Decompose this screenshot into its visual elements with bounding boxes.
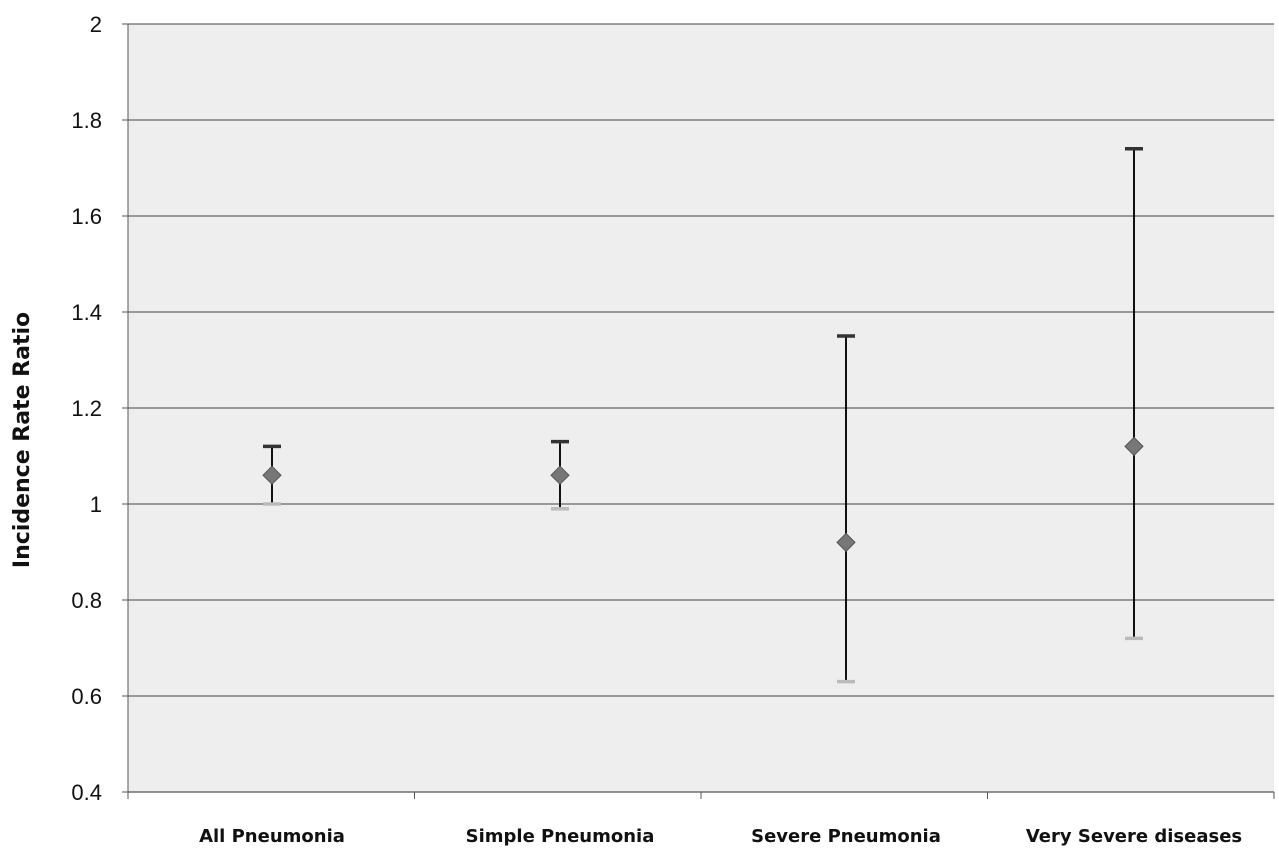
data-point xyxy=(550,465,570,485)
gridlines xyxy=(128,23,1274,697)
x-tick-label: Very Severe diseases xyxy=(1026,826,1242,847)
y-tick-label: 1.6 xyxy=(71,204,102,229)
data-point xyxy=(836,532,856,553)
x-tick-label: Severe Pneumonia xyxy=(751,826,941,847)
data-point xyxy=(262,465,282,485)
y-tick-labels: 2 1.8 1.6 1.4 1.2 1 0.8 0.6 0.4 xyxy=(71,12,102,805)
y-tick-label: 0.8 xyxy=(71,588,102,613)
y-tick-label: 0.6 xyxy=(71,684,102,709)
y-tick-label: 1.8 xyxy=(71,108,102,133)
y-tick-label: 0.4 xyxy=(71,780,102,805)
data-marks xyxy=(262,147,1144,684)
y-tick-label: 1 xyxy=(90,492,102,517)
data-point xyxy=(1124,436,1144,457)
y-tick-label: 1.4 xyxy=(71,300,102,325)
y-tick-label: 1.2 xyxy=(71,396,102,421)
y-axis-label: Incidence Rate Ratio xyxy=(10,312,35,568)
x-tick-labels: All Pneumonia Simple Pneumonia Severe Pneu… xyxy=(199,826,1242,847)
x-tick-label: Simple Pneumonia xyxy=(466,826,655,847)
y-tick-label: 2 xyxy=(90,12,102,37)
x-tick-label: All Pneumonia xyxy=(199,826,345,847)
axes xyxy=(122,23,1275,799)
